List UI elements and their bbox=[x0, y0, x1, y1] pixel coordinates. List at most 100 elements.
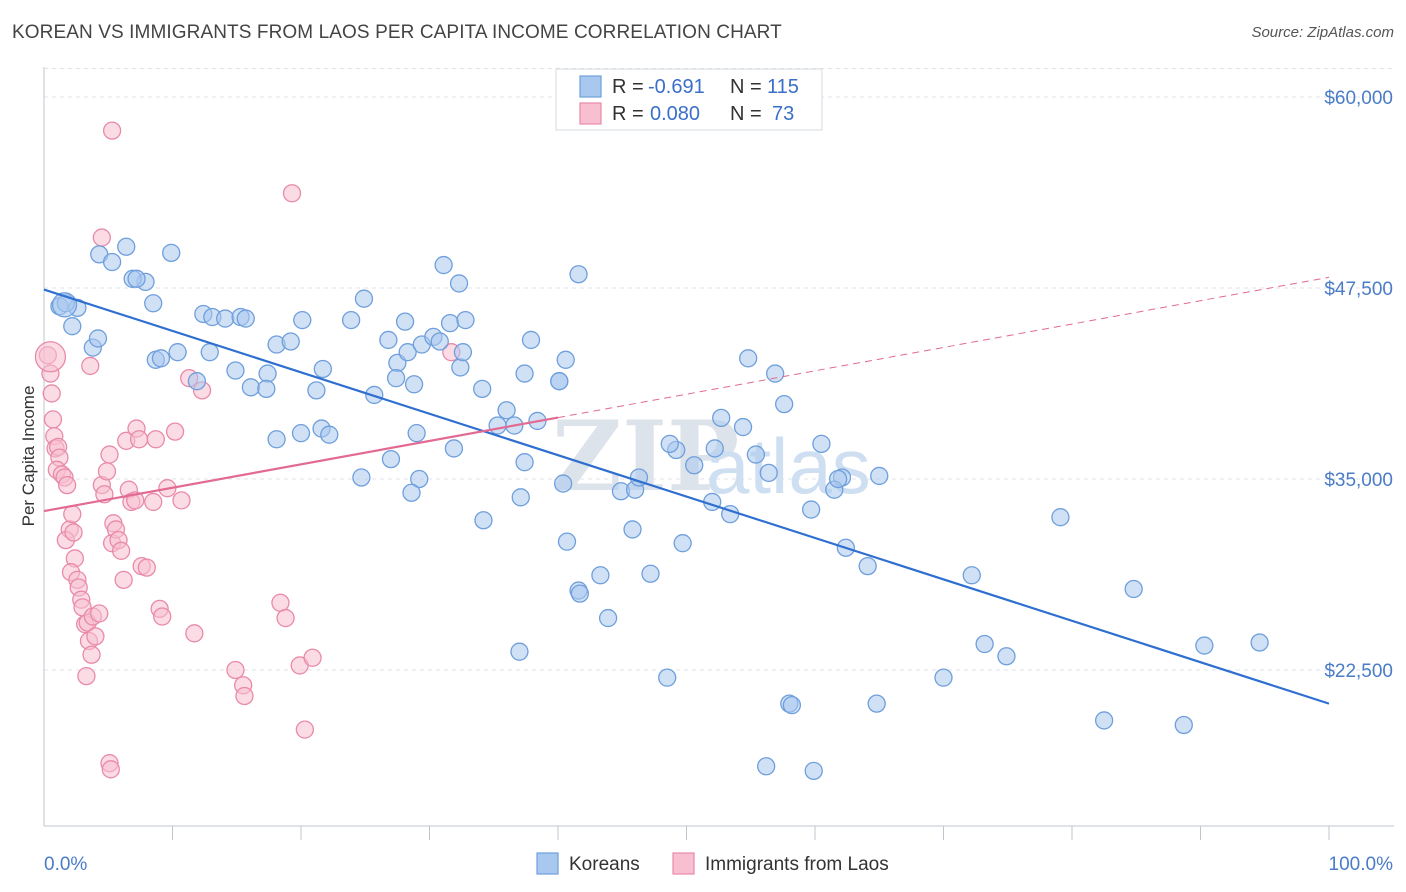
korean-point bbox=[870, 466, 889, 486]
korean-point bbox=[739, 349, 758, 368]
korean-point bbox=[341, 310, 361, 330]
korean-point bbox=[88, 329, 108, 348]
korean-point bbox=[660, 434, 679, 454]
laos-point bbox=[42, 384, 61, 403]
korean-point bbox=[1174, 715, 1193, 735]
laos-point bbox=[81, 356, 100, 376]
korean-point bbox=[591, 566, 610, 585]
korean-point bbox=[226, 361, 245, 380]
korean-point bbox=[997, 647, 1016, 666]
chart-title: KOREAN VS IMMIGRANTS FROM LAOS PER CAPIT… bbox=[12, 22, 782, 43]
laos-point bbox=[226, 660, 245, 680]
korean-point bbox=[257, 379, 276, 398]
legend-swatch-koreans bbox=[536, 852, 559, 875]
korean-point bbox=[598, 608, 618, 628]
korean-point bbox=[453, 343, 473, 362]
korean-point bbox=[775, 394, 794, 414]
korean-point bbox=[162, 243, 181, 263]
korean-point bbox=[867, 694, 886, 713]
legend-label-laos: Immigrants from Laos bbox=[705, 854, 889, 875]
korean-point bbox=[444, 439, 464, 458]
korean-point bbox=[474, 511, 493, 530]
stat-n-value-koreans: 115 bbox=[767, 76, 799, 98]
korean-point bbox=[187, 372, 207, 391]
source-label: Source: ZipAtlas.com bbox=[1251, 24, 1394, 41]
korean-point bbox=[746, 445, 766, 464]
x-axis-ticks bbox=[172, 826, 1330, 840]
korean-point bbox=[550, 372, 569, 391]
stats-legend: R = -0.691 N = 115 R = 0.080 N = 73 bbox=[555, 68, 823, 131]
trend-lines bbox=[43, 276, 1330, 705]
korean-point bbox=[488, 416, 507, 435]
korean-point bbox=[127, 269, 146, 288]
korean-point bbox=[962, 566, 981, 585]
korean-point bbox=[801, 500, 821, 519]
korean-point bbox=[63, 317, 82, 336]
laos-point bbox=[295, 720, 315, 739]
laos-point bbox=[34, 341, 67, 373]
korean-point bbox=[515, 453, 534, 472]
legend-swatch-laos bbox=[672, 852, 695, 875]
korean-point bbox=[386, 369, 406, 388]
korean-point bbox=[168, 343, 187, 362]
korean-point bbox=[1250, 633, 1269, 652]
laos-point bbox=[102, 121, 122, 140]
y-axis-label: Per Capita Income bbox=[19, 386, 38, 527]
stat-r-value-laos: 0.080 bbox=[650, 103, 700, 125]
laos-point bbox=[276, 608, 295, 628]
laos-point bbox=[144, 492, 163, 512]
korean-point bbox=[236, 309, 255, 328]
korean-point bbox=[812, 434, 831, 454]
laos-point bbox=[57, 475, 77, 495]
korean-point bbox=[398, 343, 417, 362]
korean-point bbox=[102, 252, 122, 272]
korean-point bbox=[515, 364, 534, 383]
korean-point bbox=[757, 757, 776, 776]
korean-point bbox=[712, 408, 731, 428]
korean-point bbox=[804, 761, 823, 780]
korean-point bbox=[975, 634, 994, 654]
korean-point bbox=[404, 375, 424, 394]
korean-point bbox=[216, 309, 235, 328]
korean-point bbox=[281, 332, 300, 351]
korean-point bbox=[570, 584, 589, 603]
laos-point bbox=[129, 430, 149, 449]
korean-point bbox=[641, 564, 660, 583]
korean-point bbox=[553, 474, 573, 493]
y-tick-label: $60,000 bbox=[1324, 88, 1393, 109]
korean-point bbox=[858, 556, 877, 576]
laos-point bbox=[271, 593, 290, 612]
laos-trend-line bbox=[43, 416, 559, 513]
y-tick-label: $47,500 bbox=[1324, 279, 1393, 300]
laos-point bbox=[97, 462, 117, 481]
korean-point bbox=[511, 488, 530, 507]
korean-point bbox=[313, 359, 332, 379]
korean-point bbox=[144, 294, 163, 313]
stat-n-value-laos: 73 bbox=[772, 103, 794, 125]
korean-point bbox=[449, 274, 469, 293]
korean-point bbox=[497, 401, 516, 420]
laos-point bbox=[111, 541, 131, 560]
korean-point bbox=[623, 520, 642, 539]
stat-r-value-koreans: -0.691 bbox=[648, 76, 705, 98]
korean-point bbox=[685, 456, 704, 475]
laos-point bbox=[185, 624, 204, 643]
korean-point bbox=[782, 695, 802, 715]
korean-point bbox=[258, 364, 277, 383]
korean-point bbox=[521, 330, 541, 350]
korean-point bbox=[440, 313, 460, 333]
korean-point bbox=[293, 310, 312, 330]
laos-point bbox=[101, 760, 120, 779]
grid-lines bbox=[44, 67, 1394, 671]
laos-point bbox=[153, 607, 172, 626]
korean-point bbox=[352, 468, 371, 487]
laos-points bbox=[34, 121, 461, 779]
x-tick-label-start: 0.0% bbox=[44, 854, 87, 875]
korean-point bbox=[241, 378, 261, 397]
laos-point bbox=[282, 184, 302, 203]
laos-point bbox=[165, 422, 185, 441]
korean-point bbox=[1195, 636, 1214, 655]
korean-point bbox=[1094, 711, 1114, 730]
korean-point bbox=[395, 312, 415, 331]
